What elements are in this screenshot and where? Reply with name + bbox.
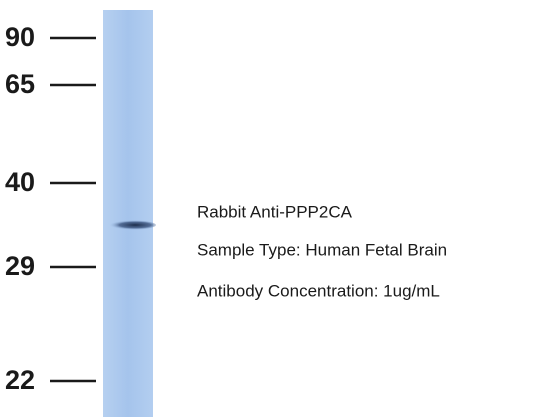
marker-label: 29 <box>5 251 35 281</box>
marker-label: 90 <box>5 22 35 52</box>
marker-label: 65 <box>5 69 35 99</box>
protein-band <box>104 220 156 230</box>
page: 90 65 40 29 22 Rabbit Anti-PPP2CA Sample Typ… <box>0 0 544 417</box>
marker-label: 22 <box>5 365 35 395</box>
sample-label: Sample Type: Human Fetal Brain <box>197 240 447 259</box>
concentration-label: Antibody Concentration: 1ug/mL <box>197 281 440 300</box>
blot-lane <box>103 10 153 417</box>
blot-figure: 90 65 40 29 22 Rabbit Anti-PPP2CA Sample Typ… <box>0 0 544 417</box>
marker-ladder: 90 65 40 29 22 <box>5 22 96 395</box>
marker-label: 40 <box>5 167 35 197</box>
antibody-label: Rabbit Anti-PPP2CA <box>197 202 353 221</box>
